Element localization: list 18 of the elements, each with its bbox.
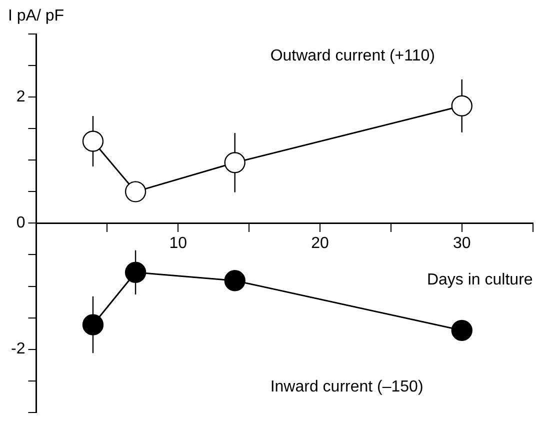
y-tick-label: 2 [16, 88, 26, 106]
point [82, 314, 104, 336]
point [451, 320, 472, 342]
x-tick-label: 10 [169, 235, 188, 252]
point [124, 262, 146, 283]
annotation: Inward current (–150) [270, 378, 424, 396]
point [124, 181, 146, 202]
point [224, 270, 246, 292]
point [224, 152, 246, 174]
x-tick-label: 20 [311, 235, 329, 252]
y-axis-title: I pA/ pF [8, 7, 64, 24]
point [82, 130, 104, 152]
x-tick-label: 30 [452, 235, 471, 252]
y-tick-label: -2 [10, 340, 26, 358]
y-tick-label: 0 [16, 214, 26, 232]
x-axis-title: Days in culture [426, 271, 533, 288]
point [451, 95, 472, 116]
annotation: Outward current (+110) [270, 47, 435, 64]
